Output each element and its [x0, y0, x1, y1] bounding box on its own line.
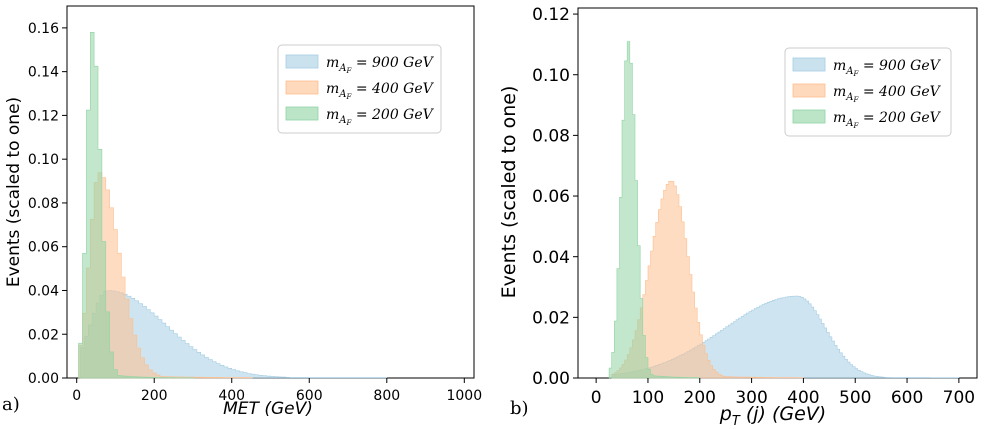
- legend-label: mAF = 900 GeV: [326, 55, 435, 75]
- x-tick-label: 100: [632, 388, 664, 408]
- panel-b-x-axis-label-main: p: [719, 403, 732, 425]
- x-tick-label: 0: [591, 388, 602, 408]
- panel-b-x-axis-label-rest: (j) (GeV): [740, 403, 826, 425]
- panel-b-x-axis-label-sub: T: [732, 414, 741, 429]
- panel-b-ticks: 0 100 200 300 400 500 600 700 0.00 0.02 0.04 0.06 0.…: [532, 5, 975, 408]
- histogram-series-3: [608, 41, 701, 379]
- y-tick-label: 0.08: [28, 196, 59, 212]
- y-tick-label: 0.12: [532, 5, 570, 25]
- panel-a-x-axis-label: MET (GeV): [223, 399, 313, 419]
- y-tick-label: 0.16: [28, 21, 59, 37]
- panel-a: 0 200 400 600 800 1000 0.00 0.02 0.04 0.06 0.08 0.1…: [2, 5, 482, 419]
- y-tick-label: 0.00: [532, 369, 570, 389]
- y-tick-label: 0.00: [28, 371, 59, 387]
- legend-label-sub: A: [845, 66, 853, 77]
- legend-label-main: m: [326, 107, 339, 123]
- legend-label-subsub: F: [853, 70, 860, 78]
- panel-b-y-axis-label: Events (scaled to one): [498, 86, 520, 299]
- legend-label-rest: = 200 GeV: [858, 110, 941, 126]
- y-tick-label: 0.10: [532, 66, 570, 86]
- legend-label: mAF = 400 GeV: [326, 81, 435, 101]
- legend-frame: [784, 47, 952, 137]
- legend-label-main: m: [833, 110, 846, 126]
- panel-b-label: b): [510, 398, 529, 419]
- x-tick-label: 200: [141, 388, 168, 404]
- panel-a-histograms: [78, 31, 388, 379]
- x-tick-label: 600: [891, 388, 923, 408]
- legend-label-rest: = 400 GeV: [858, 84, 941, 100]
- legend-label: mAF = 400 GeV: [833, 84, 942, 104]
- legend-label-subsub: F: [346, 93, 353, 101]
- x-tick-label: 200: [684, 388, 716, 408]
- legend-label-rest: = 900 GeV: [351, 55, 434, 71]
- x-tick-label: 500: [839, 388, 871, 408]
- legend-swatch: [285, 54, 319, 69]
- y-tick-label: 0.10: [28, 152, 59, 168]
- y-tick-label: 0.02: [532, 308, 570, 328]
- legend-swatch: [792, 57, 826, 72]
- legend-label-sub: A: [338, 63, 346, 74]
- legend-label: mAF = 200 GeV: [833, 110, 942, 130]
- y-tick-label: 0.06: [28, 240, 59, 256]
- legend-label-main: m: [833, 84, 846, 100]
- legend-label-subsub: F: [853, 96, 860, 104]
- legend-label-subsub: F: [853, 122, 860, 130]
- panel-b: 0 100 200 300 400 500 600 700 0.00 0.02 0.04 0.06 0.…: [498, 5, 978, 429]
- legend-swatch: [285, 80, 319, 95]
- legend-label-main: m: [833, 58, 846, 74]
- legend-label-sub: A: [845, 92, 853, 103]
- y-tick-label: 0.02: [28, 327, 59, 343]
- panel-b-histograms: [608, 41, 960, 379]
- y-tick-label: 0.08: [532, 126, 570, 146]
- panel-a-ticks: 0 200 400 600 800 1000 0.00 0.02 0.04 0.06 0.08 0.1…: [28, 21, 482, 404]
- histogram-series-2: [78, 172, 254, 379]
- legend-label-main: m: [326, 55, 339, 71]
- legend-label-main: m: [326, 81, 339, 97]
- legend-label: mAF = 900 GeV: [833, 58, 942, 78]
- y-tick-label: 0.12: [28, 108, 59, 124]
- x-tick-label: 400: [218, 388, 245, 404]
- legend-label: mAF = 200 GeV: [326, 107, 435, 127]
- panel-a-y-axis-label: Events (scaled to one): [4, 97, 24, 287]
- x-tick-label: 300: [735, 388, 767, 408]
- y-tick-label: 0.04: [532, 248, 570, 268]
- histogram-series-3: [78, 31, 195, 379]
- legend-label-subsub: F: [346, 67, 353, 75]
- legend-swatch: [792, 109, 826, 124]
- legend-label-sub: A: [338, 89, 346, 100]
- x-tick-label: 0: [72, 388, 81, 404]
- x-tick-label: 1000: [446, 388, 482, 404]
- legend-label-subsub: F: [346, 119, 353, 127]
- legend-label-sub: A: [845, 118, 853, 129]
- x-tick-label: 700: [943, 388, 975, 408]
- legend-label-rest: = 900 GeV: [858, 58, 941, 74]
- legend-frame: [277, 44, 442, 134]
- y-tick-label: 0.14: [28, 65, 59, 81]
- y-tick-label: 0.06: [532, 187, 570, 207]
- panel-a-label: a): [2, 394, 20, 415]
- legend-swatch: [792, 83, 826, 98]
- x-tick-label: 400: [787, 388, 819, 408]
- y-tick-label: 0.04: [28, 284, 59, 300]
- legend-label-rest: = 400 GeV: [351, 81, 434, 97]
- x-tick-label: 800: [373, 388, 400, 404]
- panel-b-x-axis-label: pT (j) (GeV): [719, 403, 826, 429]
- legend-swatch: [285, 106, 319, 121]
- legend-label-rest: = 200 GeV: [351, 107, 434, 123]
- legend-label-sub: A: [338, 115, 346, 126]
- x-tick-label: 600: [296, 388, 323, 404]
